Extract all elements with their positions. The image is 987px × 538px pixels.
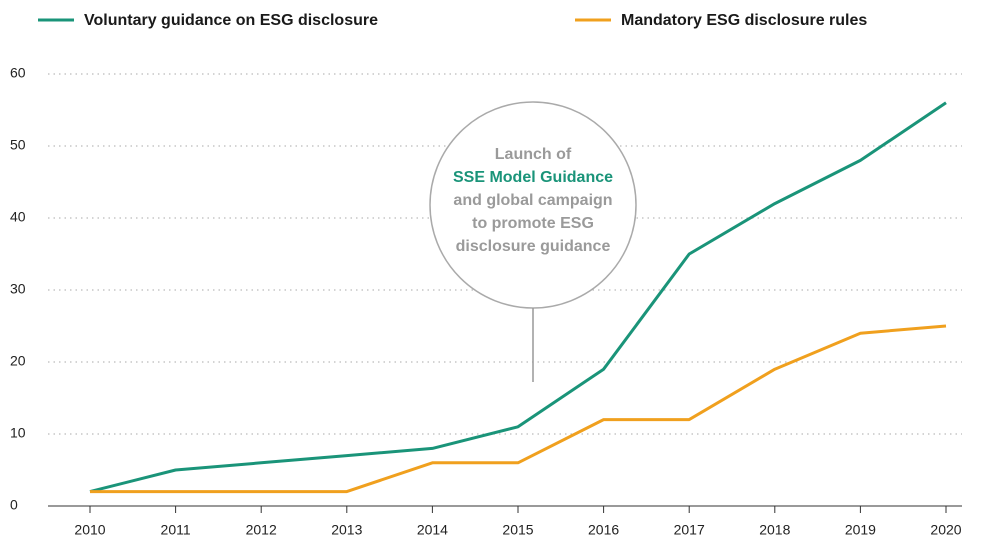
x-tick-label: 2016 [588, 522, 619, 538]
y-tick-label: 50 [10, 137, 26, 153]
x-tick-label: 2011 [161, 522, 191, 538]
x-tick-label: 2010 [74, 522, 105, 538]
series-line [89, 101, 947, 494]
annotation-line: to promote ESG [472, 215, 594, 232]
x-tick-label: 2017 [674, 522, 705, 538]
y-tick-label: 10 [10, 425, 26, 441]
x-tick-label: 2019 [845, 522, 876, 538]
annotation-line: Launch of [495, 146, 572, 163]
x-tick-label: 2014 [417, 522, 448, 538]
y-tick-label: 60 [10, 65, 26, 81]
x-tick-label: 2020 [930, 522, 961, 538]
y-tick-label: 30 [10, 281, 26, 297]
annotation-line: and global campaign [453, 192, 612, 209]
legend-label: Mandatory ESG disclosure rules [621, 12, 867, 29]
legend-label: Voluntary guidance on ESG disclosure [84, 12, 378, 29]
annotation-line: disclosure guidance [456, 238, 611, 255]
y-tick-label: 20 [10, 353, 26, 369]
series-line [90, 324, 947, 494]
x-tick-label: 2015 [502, 522, 533, 538]
annotation-line: SSE Model Guidance [453, 169, 613, 186]
x-tick-label: 2012 [246, 522, 277, 538]
y-tick-label: 40 [10, 209, 26, 225]
x-tick-label: 2018 [759, 522, 790, 538]
x-tick-label: 2013 [331, 522, 362, 538]
y-tick-label: 0 [10, 497, 18, 513]
